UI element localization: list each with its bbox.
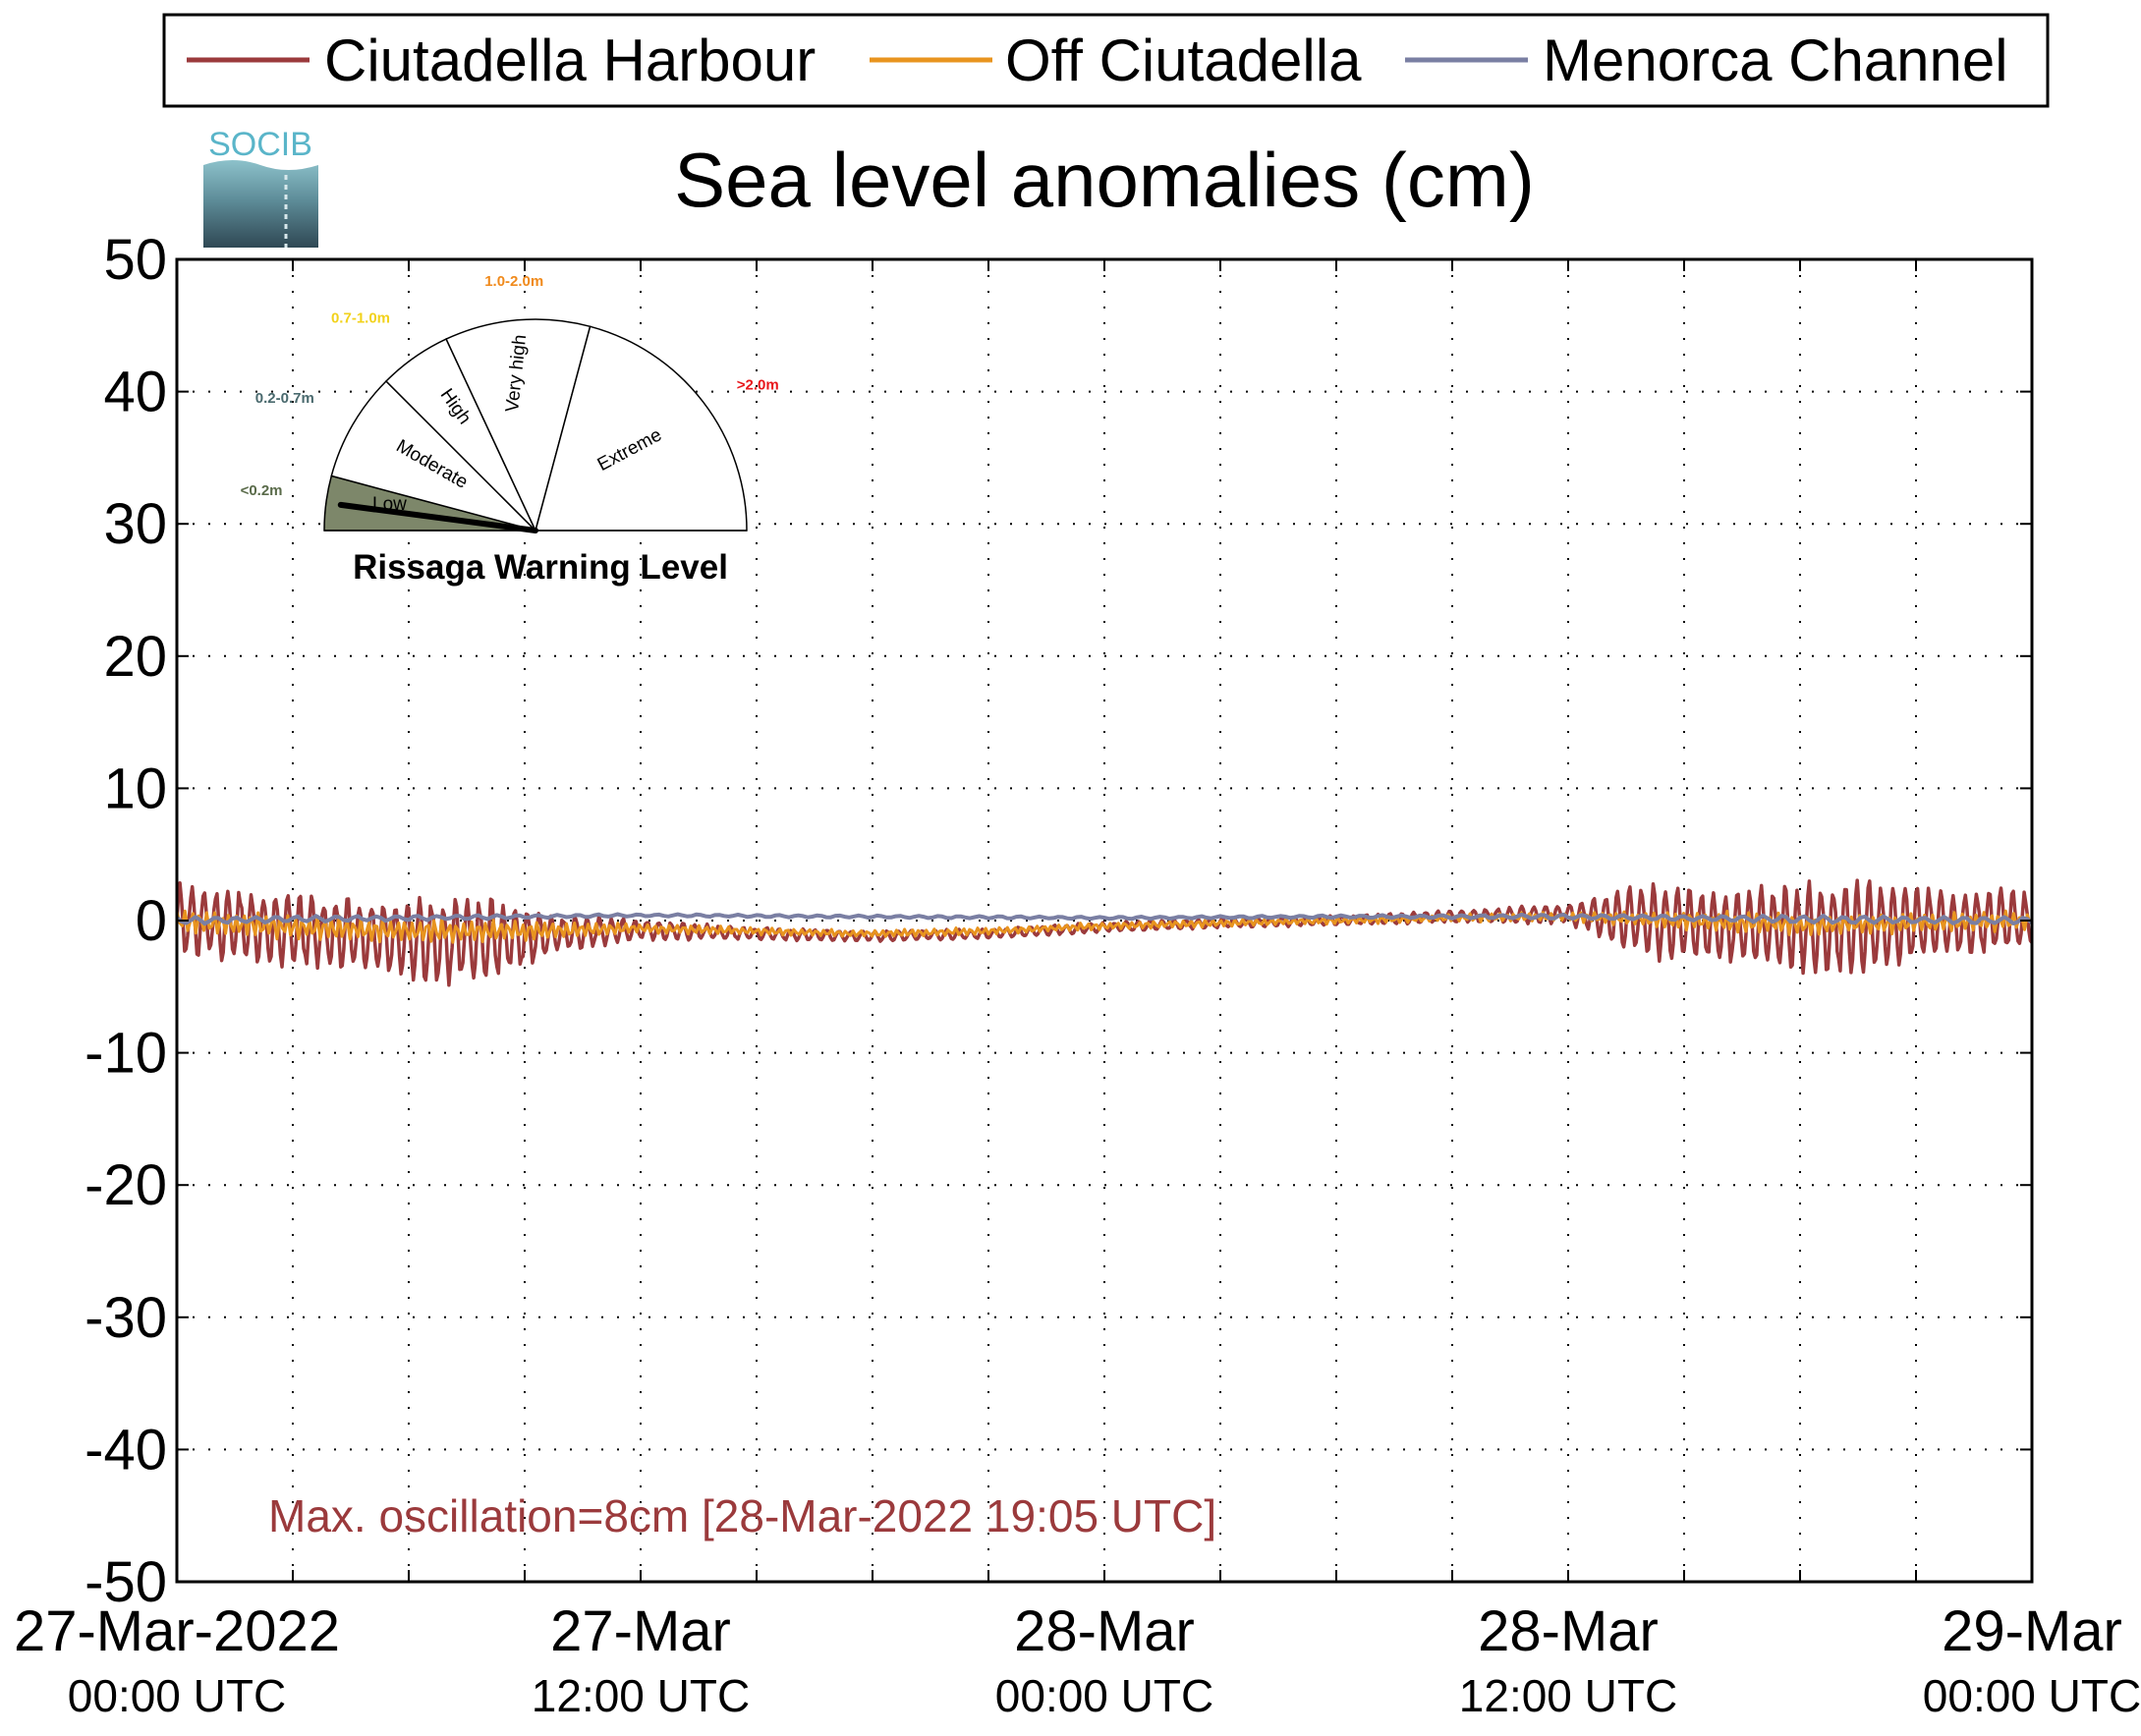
logo-mark (203, 159, 318, 248)
y-tick-label: 40 (103, 361, 167, 424)
series-line-menorca-channel (177, 912, 2032, 926)
chart-title: Sea level anomalies (cm) (674, 137, 1535, 223)
gauge-range-high: 0.7-1.0m (331, 310, 390, 327)
x-tick-label-date: 27-Mar-2022 (14, 1599, 340, 1663)
y-tick-label: 20 (103, 625, 167, 689)
socib-logo: SOCIB (203, 126, 318, 248)
gauge-segment-very-high (445, 318, 592, 533)
max-oscillation-note: Max. oscillation=8cm [28-Mar-2022 19:05 … (268, 1490, 1216, 1541)
y-tick-label: -40 (85, 1418, 167, 1482)
x-tick-label-date: 28-Mar (1014, 1599, 1195, 1663)
gauge-range-extreme: >2.0m (737, 377, 779, 394)
logo-text: SOCIB (208, 126, 312, 163)
legend-label-menorca-channel: Menorca Channel (1543, 28, 2008, 93)
y-tick-label: -50 (85, 1550, 167, 1614)
gauge-segment-moderate (330, 379, 538, 532)
series-line-off-ciutadella (177, 909, 2032, 944)
gauge-range-low: <0.2m (241, 482, 283, 499)
gauge-range-moderate: 0.2-0.7m (255, 390, 314, 407)
y-tick-label: -10 (85, 1022, 167, 1086)
gauge-segment-extreme (535, 325, 748, 532)
y-tick-label: 30 (103, 492, 167, 556)
x-tick-label-time: 00:00 UTC (1923, 1670, 2141, 1721)
logo-wave (203, 159, 318, 170)
x-tick-label-time: 12:00 UTC (1459, 1670, 1677, 1721)
y-tick-label: 10 (103, 756, 167, 820)
legend: Ciutadella Harbour Off Ciutadella Menorc… (162, 13, 2050, 108)
gauge-title: Rissaga Warning Level (353, 548, 728, 587)
y-tick-label: -30 (85, 1286, 167, 1350)
x-tick-label-time: 00:00 UTC (68, 1670, 286, 1721)
x-tick-label-date: 28-Mar (1478, 1599, 1659, 1663)
legend-label-ciutadella-harbour: Ciutadella Harbour (324, 28, 816, 93)
x-tick-label-date: 27-Mar (550, 1599, 731, 1663)
y-axis-ticks: 50 40 30 20 10 0 -10 -20 -30 -40 -50 (85, 228, 2032, 1614)
legend-box (162, 13, 2050, 108)
y-tick-label: -20 (85, 1153, 167, 1217)
x-axis-ticks: 27-Mar-2022 00:00 UTC 27-Mar 12:00 UTC 28-Ma… (14, 259, 2141, 1721)
gauge-needle (337, 501, 538, 533)
x-tick-label-time: 00:00 UTC (995, 1670, 1213, 1721)
y-tick-label: 50 (103, 228, 167, 292)
x-tick-label-date: 29-Mar (1942, 1599, 2122, 1663)
x-tick-label-time: 12:00 UTC (532, 1670, 750, 1721)
legend-label-off-ciutadella: Off Ciutadella (1005, 28, 1362, 93)
plot-frame (175, 257, 2034, 1584)
gauge-range-very-high: 1.0-2.0m (484, 273, 543, 290)
y-tick-label: 0 (136, 889, 167, 953)
series-lines (177, 878, 2032, 987)
